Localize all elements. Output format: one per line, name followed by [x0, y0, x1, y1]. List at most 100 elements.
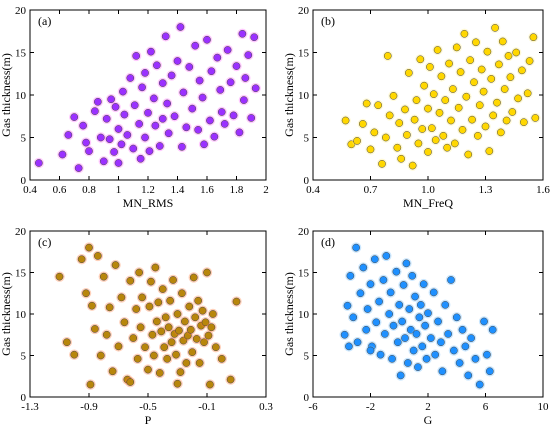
data-point [158, 285, 167, 293]
data-point [251, 84, 260, 93]
data-point [398, 317, 406, 326]
data-point [132, 52, 141, 60]
data-point [379, 276, 388, 284]
data-point [347, 140, 356, 149]
data-point [349, 313, 358, 322]
data-point [173, 379, 182, 388]
data-point [424, 148, 432, 156]
x-tick-label: 1.8 [230, 184, 244, 196]
y-tick-label: 15 [298, 268, 310, 280]
x-axis-label: P [145, 413, 152, 427]
data-point [148, 330, 157, 339]
data-point [356, 289, 365, 298]
panel-label: (d) [321, 235, 335, 249]
data-point [382, 252, 391, 260]
data-point [475, 380, 484, 389]
data-point [449, 85, 457, 93]
data-point [445, 59, 453, 68]
data-point [424, 309, 432, 318]
data-point [55, 272, 64, 281]
data-point [403, 131, 411, 139]
data-point [188, 104, 197, 113]
data-point [437, 338, 445, 347]
data-point [133, 354, 142, 363]
data-point [456, 68, 465, 76]
data-point [232, 297, 241, 306]
scatter-panel-2: 0.4 0.7 1.0 1.3 1.6 0 5 10 15 20 MN_FreQ Gas thickn… [282, 5, 550, 210]
data-point [85, 243, 93, 252]
data-point [444, 330, 452, 338]
data-point [385, 310, 394, 318]
data-point [136, 154, 145, 163]
data-point [198, 306, 207, 315]
y-tick-label: 20 [298, 226, 310, 238]
data-point [154, 298, 163, 307]
data-point [107, 95, 115, 104]
data-point [88, 301, 96, 310]
data-point [519, 118, 528, 127]
y-tick-label: 15 [298, 48, 310, 60]
data-point [489, 111, 498, 120]
data-point [173, 57, 182, 65]
data-point [366, 145, 375, 154]
data-point [110, 148, 118, 156]
data-point [35, 159, 43, 167]
data-point [167, 71, 176, 80]
data-point [151, 121, 160, 130]
data-point [447, 276, 455, 284]
data-point [506, 73, 515, 82]
data-point [129, 334, 138, 342]
data-point [179, 336, 188, 345]
data-point [226, 375, 235, 384]
data-point [437, 72, 446, 81]
data-point [155, 369, 164, 377]
data-point [464, 150, 473, 159]
data-point [172, 350, 180, 359]
data-point [429, 90, 438, 99]
data-point [416, 55, 425, 64]
data-point [447, 116, 455, 125]
x-tick-label: 0.7 [364, 184, 378, 196]
data-point [487, 75, 496, 83]
x-tick-label: 1.2 [141, 184, 155, 196]
data-point [82, 138, 90, 147]
data-point [435, 109, 444, 117]
data-point [452, 43, 461, 52]
data-point [340, 330, 349, 339]
data-point [169, 276, 177, 284]
x-axis-label: MN_RMS [123, 196, 174, 210]
data-point [158, 114, 167, 123]
data-point [399, 281, 408, 289]
data-point [404, 359, 412, 367]
x-tick-label: 1 [116, 184, 122, 196]
data-point [86, 380, 95, 389]
data-point [136, 323, 145, 332]
data-point [70, 113, 79, 121]
x-tick-label: 0.4 [306, 184, 320, 196]
data-point [392, 267, 401, 276]
y-tick-label: 15 [15, 48, 27, 60]
data-point [126, 276, 135, 285]
data-point [415, 313, 424, 322]
data-point [353, 338, 362, 347]
data-point [483, 350, 491, 359]
data-point [144, 109, 152, 117]
scatter-panel-3: -1.3 -0.9 -0.5 -0.1 0.3 0 5 10 15 20 P Gas thicknes… [0, 226, 273, 427]
data-point [195, 76, 204, 85]
panel-label: (c) [38, 235, 51, 249]
data-point [141, 69, 149, 77]
x-tick-label: -6 [308, 401, 318, 413]
data-point [79, 121, 87, 130]
data-point [418, 342, 427, 351]
x-tick-label: 1.6 [200, 184, 214, 196]
data-point [374, 101, 383, 110]
data-point [410, 115, 419, 124]
x-tick-label: 0.3 [259, 401, 273, 413]
data-point [427, 124, 436, 132]
data-point [376, 350, 385, 359]
data-point [393, 143, 402, 152]
data-point [429, 288, 438, 297]
data-point [147, 47, 155, 56]
data-point [203, 268, 211, 277]
